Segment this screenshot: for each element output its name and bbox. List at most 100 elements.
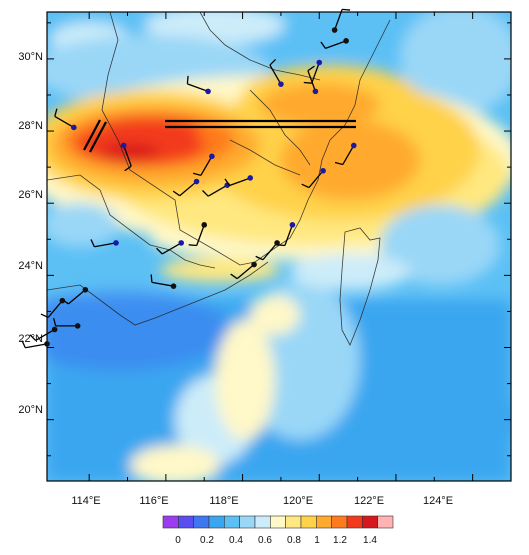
lat-label-30: 30°N xyxy=(18,51,43,63)
wind-barb-flag xyxy=(224,178,231,186)
station-marker xyxy=(205,88,211,95)
wind-barb-flag xyxy=(188,244,197,247)
station-marker xyxy=(201,222,208,228)
station-marker xyxy=(247,175,254,181)
station-layer xyxy=(21,8,357,349)
station-marker xyxy=(44,341,50,347)
wind-barb-shaft xyxy=(229,177,251,187)
wind-barb-shaft xyxy=(207,184,228,197)
colorbar-swatch xyxy=(239,515,256,529)
lon-label-116: 116°E xyxy=(139,495,168,507)
wind-barb-shaft xyxy=(196,224,205,246)
station-marker xyxy=(278,81,284,87)
station-marker xyxy=(274,240,280,246)
station-marker xyxy=(350,142,357,149)
station-marker xyxy=(120,142,127,149)
cb-label-1: 1 xyxy=(314,535,320,546)
lon-label-118: 118°E xyxy=(209,495,238,507)
wind-barb-shaft xyxy=(307,70,317,92)
colorbar-swatch xyxy=(346,515,363,529)
cb-label-0.6: 0.6 xyxy=(258,535,272,546)
wind-barb-shaft xyxy=(269,64,282,85)
wind-barb-flag xyxy=(192,172,202,176)
station-marker xyxy=(316,59,323,66)
wind-barb-flag xyxy=(202,190,209,197)
wind-barb-flag xyxy=(303,81,312,84)
wind-barb-flag xyxy=(40,313,49,319)
wind-barb-flag xyxy=(320,41,326,49)
station-marker xyxy=(59,297,66,304)
wind-barb-flag xyxy=(124,165,132,172)
colorbar-swatch xyxy=(193,515,210,529)
colorbar-swatch xyxy=(331,515,348,529)
wind-barb-shaft xyxy=(236,264,255,280)
wind-barb-shaft xyxy=(54,115,75,129)
station-marker xyxy=(320,167,326,174)
wind-barb-shaft xyxy=(151,281,174,287)
wind-barb-flag xyxy=(269,58,277,66)
wind-barb-shaft xyxy=(161,242,182,255)
station-marker xyxy=(74,323,81,329)
wind-barb-flag xyxy=(21,340,26,349)
wind-barb-flag xyxy=(342,8,351,11)
wind-barb-flag xyxy=(334,161,343,166)
lat-label-28: 28°N xyxy=(18,120,43,132)
station-marker xyxy=(251,261,257,268)
colorbar-labels: 0 0.2 0.4 0.6 0.8 1 1.2 1.4 xyxy=(175,535,377,546)
wind-barb-shaft xyxy=(284,224,294,246)
wind-barb-shaft xyxy=(311,62,320,84)
station-marker xyxy=(312,88,319,95)
station-marker xyxy=(82,286,89,293)
axis-ticks xyxy=(47,12,511,481)
station-marker xyxy=(209,153,215,160)
lat-labels: 30°N 28°N 26°N 24°N 22°N 20°N xyxy=(18,51,43,416)
wind-barb-flag xyxy=(255,255,264,261)
cb-label-0.8: 0.8 xyxy=(287,535,301,546)
station-marker xyxy=(178,240,185,246)
lon-label-120: 120°E xyxy=(283,495,313,507)
wind-barb-shaft xyxy=(179,181,197,197)
wind-barb-flag xyxy=(186,75,189,84)
wind-barb-shaft xyxy=(325,40,347,49)
wind-barb-shaft xyxy=(47,300,63,318)
wind-barb-shaft xyxy=(25,343,48,349)
wind-barb-flag xyxy=(150,274,153,283)
colorbar-swatch xyxy=(270,515,286,529)
station-marker xyxy=(331,27,338,33)
cb-label-0.4: 0.4 xyxy=(229,535,243,546)
colorbar-swatch xyxy=(377,515,394,529)
colorbar-swatch xyxy=(285,515,302,529)
cb-label-1.2: 1.2 xyxy=(333,535,347,546)
lon-label-114: 114°E xyxy=(71,495,100,507)
colorbar-swatch xyxy=(316,515,332,529)
wind-barb-shaft xyxy=(333,9,343,31)
colorbar-swatch xyxy=(208,515,225,529)
wind-barb-shaft xyxy=(262,242,278,261)
lat-label-26: 26°N xyxy=(18,189,43,201)
wind-barb-flag xyxy=(90,239,95,247)
station-marker xyxy=(193,178,200,185)
station-marker xyxy=(170,283,177,289)
station-marker xyxy=(289,222,296,228)
wind-barb-shaft xyxy=(342,145,355,165)
colorbar-swatch xyxy=(162,515,179,529)
cb-label-0.2: 0.2 xyxy=(200,535,214,546)
colorbar-swatch xyxy=(178,515,194,529)
lon-label-122: 122°E xyxy=(354,495,384,507)
wind-barb-shaft xyxy=(187,83,209,92)
wind-barb-shaft xyxy=(308,170,324,189)
station-marker xyxy=(71,124,77,131)
cb-label-1.4: 1.4 xyxy=(363,535,377,546)
wind-barb-shaft xyxy=(123,145,132,167)
wind-barb-flag xyxy=(29,334,37,341)
lon-labels: 114°E 116°E 118°E 120°E 122°E 124°E xyxy=(71,495,453,507)
wind-barb-flag xyxy=(301,183,310,189)
wind-barb-flag xyxy=(172,190,181,197)
colorbar-swatch xyxy=(254,515,271,529)
wind-barb-flag xyxy=(52,317,57,327)
colorbar-swatch xyxy=(300,515,317,529)
station-marker xyxy=(343,38,349,44)
wind-barb-flag xyxy=(230,273,238,280)
